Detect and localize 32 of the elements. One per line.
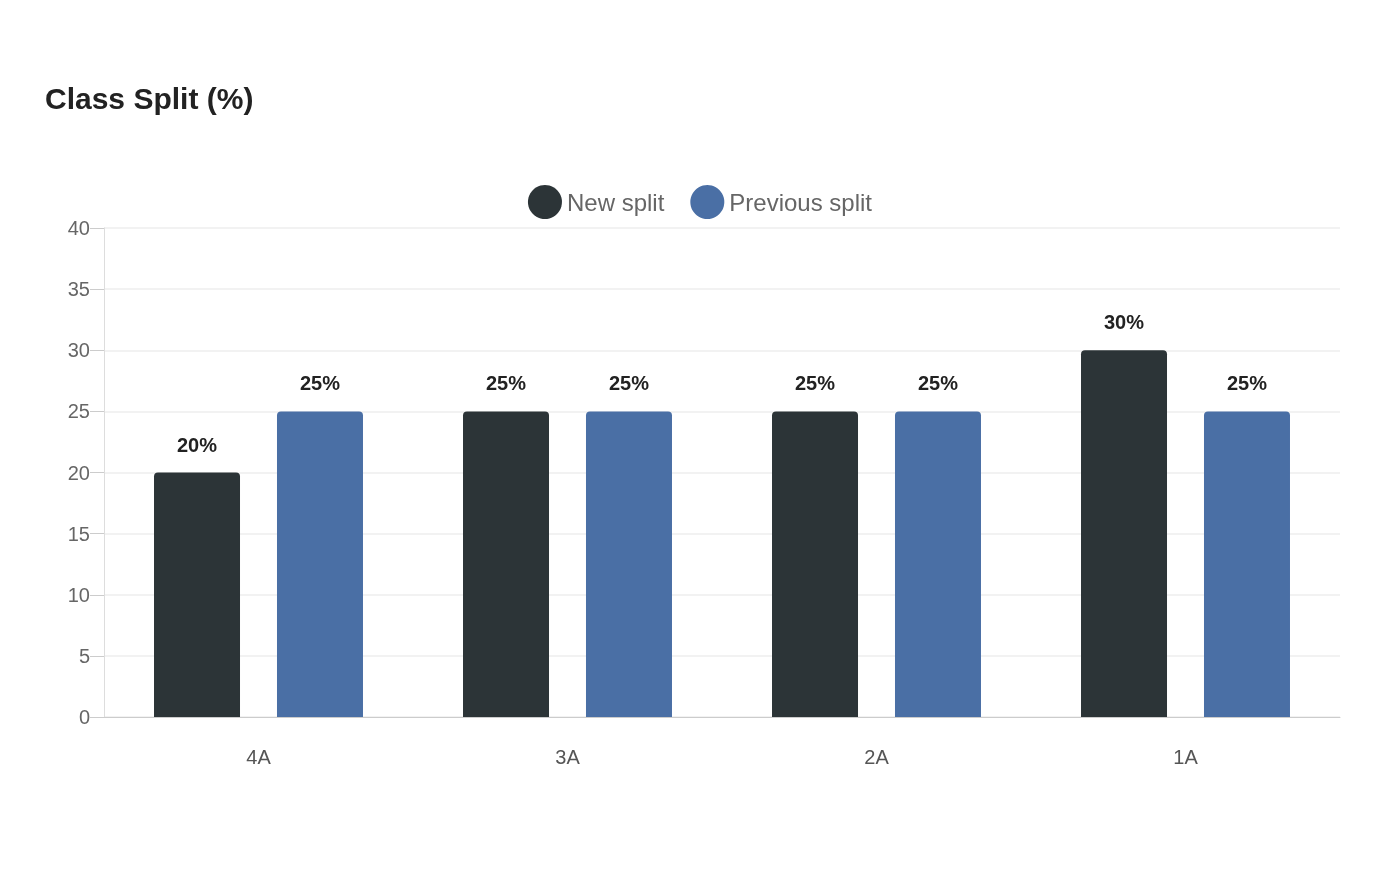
y-tick-label: 5	[78, 644, 90, 667]
x-tick-label: 3A	[555, 746, 581, 768]
data-label: 25%	[1226, 372, 1268, 395]
x-tick-label: 4A	[246, 746, 272, 768]
bar	[894, 411, 981, 717]
data-label: 30%	[1103, 311, 1145, 334]
data-label: 25%	[485, 372, 527, 395]
legend-label: Previous split	[729, 188, 873, 216]
y-tick-label: 10	[67, 583, 90, 606]
bar	[585, 411, 672, 717]
bar	[1203, 411, 1290, 717]
data-label: 25%	[608, 372, 650, 395]
y-tick-label: 40	[67, 217, 90, 239]
x-tick-label: 1A	[1173, 746, 1199, 768]
bar	[276, 411, 363, 717]
legend-label: New split	[566, 188, 665, 216]
bar	[772, 411, 859, 717]
data-label: 25%	[917, 372, 959, 395]
y-tick-label: 20	[67, 461, 90, 484]
y-tick-label: 35	[67, 278, 90, 301]
data-label: 20%	[176, 433, 218, 456]
y-tick-label: 0	[78, 706, 90, 728]
data-label: 25%	[794, 372, 836, 395]
bar	[154, 472, 241, 717]
bar	[1081, 350, 1168, 717]
bar	[463, 411, 550, 717]
x-tick-label: 2A	[864, 746, 890, 768]
chart-title: Class Split (%)	[45, 81, 254, 115]
y-tick-label: 25	[67, 400, 90, 423]
y-tick-label: 30	[67, 339, 90, 362]
y-tick-label: 15	[67, 522, 90, 545]
data-label: 25%	[299, 372, 341, 395]
